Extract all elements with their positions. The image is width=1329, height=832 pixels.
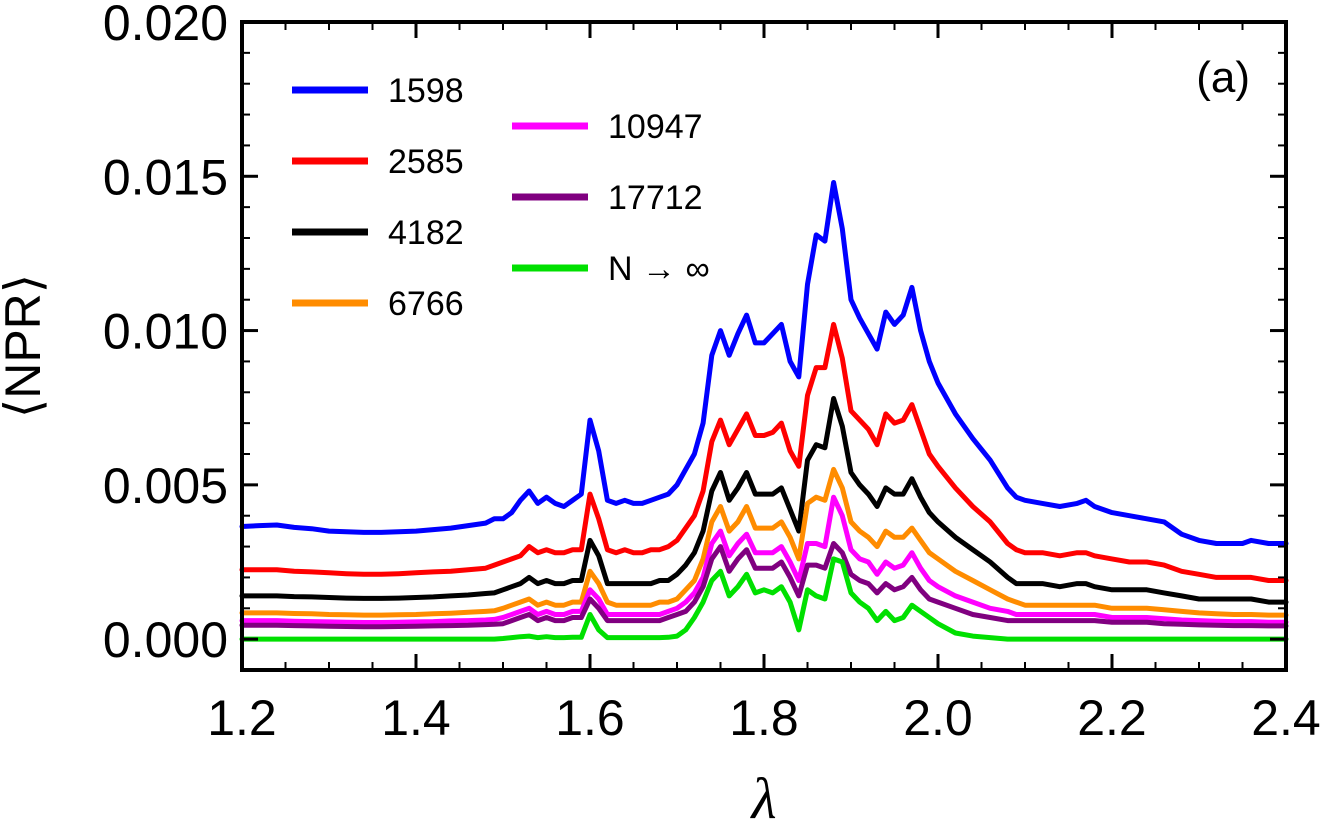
legend-label-6: N → ∞ <box>608 250 710 288</box>
x-tick-label: 2.0 <box>903 690 973 746</box>
x-tick-label: 2.2 <box>1077 690 1147 746</box>
series-line-5 <box>239 541 1289 630</box>
series-line-0 <box>239 180 1289 546</box>
legend-label-5: 17712 <box>608 179 703 217</box>
y-tick-label: 0.010 <box>103 304 228 360</box>
x-tick-label: 1.4 <box>381 690 451 746</box>
legend: 1598 2585 4182 6766 10947 17712 N → ∞ <box>292 72 710 323</box>
y-tick-label: 0.000 <box>103 612 228 668</box>
series-line-6 <box>239 556 1289 642</box>
y-axis-title: ⟨NPR⟩ <box>0 274 51 419</box>
series-line-2 <box>239 396 1289 605</box>
x-axis-title: λ <box>749 766 776 831</box>
x-tick-label: 2.4 <box>1251 690 1321 746</box>
x-tick-label: 1.6 <box>555 690 625 746</box>
series-layer <box>239 180 1289 642</box>
y-tick-label: 0.005 <box>103 458 228 514</box>
panel-label: (a) <box>1196 53 1250 102</box>
series-line-1 <box>239 321 1289 583</box>
y-tick-label: 0.020 <box>103 0 228 51</box>
series-line-4 <box>239 494 1289 625</box>
x-tick-label: 1.2 <box>207 690 277 746</box>
legend-label-4: 10947 <box>608 108 703 146</box>
legend-label-3: 6766 <box>388 285 464 323</box>
y-tick-label: 0.015 <box>103 149 228 205</box>
legend-label-0: 1598 <box>388 72 464 110</box>
x-tick-label: 1.8 <box>729 690 799 746</box>
series-line-3 <box>239 466 1289 618</box>
ticks-layer: 1.2 1.4 1.6 1.8 2.0 2.2 2.4 0.000 0.005 0.010 0.01… <box>103 0 1321 746</box>
legend-label-2: 4182 <box>388 214 464 252</box>
legend-label-1: 2585 <box>388 143 464 181</box>
